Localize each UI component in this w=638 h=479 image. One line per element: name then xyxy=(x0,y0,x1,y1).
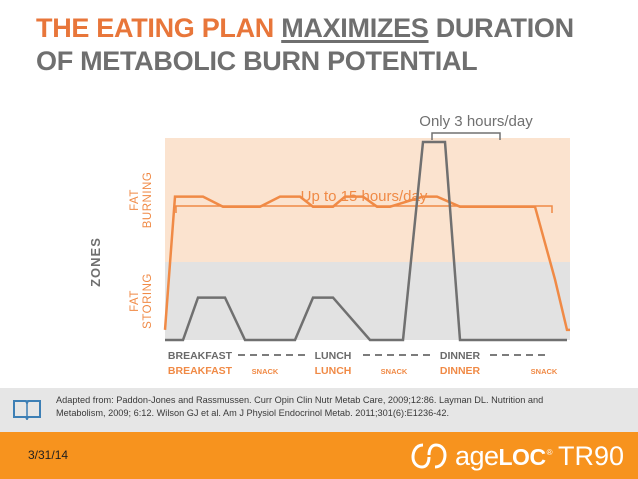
title-line-1: THE EATING PLAN MAXIMIZES DURATION xyxy=(36,12,574,45)
meal-bottom-3: SNACK xyxy=(381,367,408,376)
meal-bottom-1: SNACK xyxy=(252,367,279,376)
footer-date: 3/31/14 xyxy=(28,448,69,462)
brand-age: age xyxy=(454,440,499,471)
brand-reg: ® xyxy=(546,447,553,457)
title-line-2: OF METABOLIC BURN POTENTIAL xyxy=(36,46,478,76)
brand-name: ageLOC® xyxy=(454,440,553,472)
citation-bar: Adapted from: Paddon-Jones and Rassmusse… xyxy=(0,388,638,432)
zone-fat-storing xyxy=(165,262,570,340)
meal-top-1: LUNCH xyxy=(315,350,352,362)
title-part-3: DURATION xyxy=(428,13,574,43)
meal-top-2: DINNER xyxy=(440,350,481,362)
meal-bottom-0: BREAKFAST xyxy=(168,365,233,377)
bracket-up-to-15 xyxy=(175,205,553,213)
brand-tr90: TR90 xyxy=(557,440,624,471)
book-icon xyxy=(13,400,41,420)
bracket-only-3 xyxy=(431,132,501,140)
footer-bar: 3/31/14 ageLOC® TR90 xyxy=(0,432,638,479)
meal-top-0: BREAKFAST xyxy=(168,350,233,362)
meal-bottom-4: DINNER xyxy=(440,365,481,377)
annotation-only-3: Only 3 hours/day xyxy=(419,113,533,130)
zone-label-fat-storing: FATSTORING xyxy=(129,273,154,329)
slide-title: THE EATING PLAN MAXIMIZES DURATION OF ME… xyxy=(36,12,574,78)
series-line-orange xyxy=(163,195,570,332)
citation-text: Adapted from: Paddon-Jones and Rassmusse… xyxy=(56,394,626,420)
meal-bottom-5: SNACK xyxy=(531,367,558,376)
ageloc-logo-icon xyxy=(411,443,447,469)
title-part-2: MAXIMIZES xyxy=(281,13,429,43)
ageloc-logo: ageLOC® TR90 xyxy=(409,438,624,474)
citation-line-1: Adapted from: Paddon-Jones and Rassmusse… xyxy=(56,395,544,405)
citation-line-2: Metabolism, 2009; 6:12. Wilson GJ et al.… xyxy=(56,408,450,418)
brand-loc: LOC xyxy=(498,443,547,470)
y-axis-label: ZONES xyxy=(88,237,103,287)
zone-label-fat-burning: FATBURNING xyxy=(129,172,154,229)
meal-bottom-2: LUNCH xyxy=(315,365,352,377)
title-part-1: THE EATING PLAN xyxy=(36,13,282,43)
series-line-gray xyxy=(165,140,567,342)
